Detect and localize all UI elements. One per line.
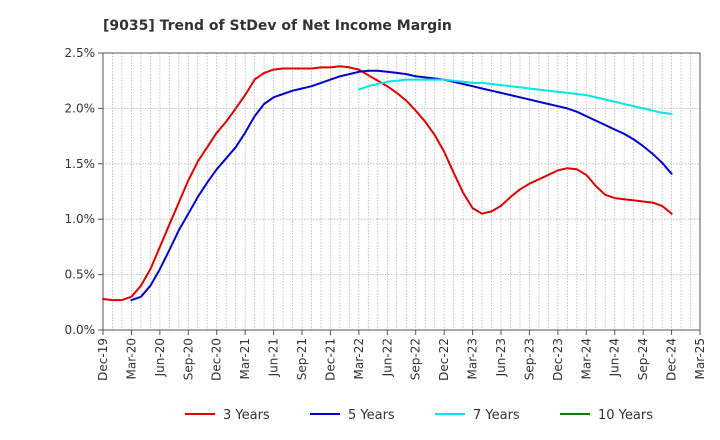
- plot-border: [102, 52, 701, 331]
- grid-layer: [103, 53, 700, 330]
- x-tick-label: Dec-20: [210, 338, 224, 381]
- y-tick-label: 0.0%: [65, 323, 96, 337]
- x-tick-label: Dec-19: [96, 338, 110, 381]
- x-tick-label: Jun-23: [494, 338, 508, 377]
- x-tick-label: Sep-22: [409, 338, 423, 380]
- legend-label-5-years: 5 Years: [348, 408, 395, 423]
- x-tick-label: Mar-23: [466, 338, 480, 379]
- x-tick-label: Dec-24: [665, 338, 679, 381]
- legend-label-3-years: 3 Years: [223, 408, 270, 423]
- x-tick-label: Jun-24: [608, 338, 622, 377]
- legend-label-10-years: 10 Years: [598, 408, 653, 423]
- x-tick-label: Dec-23: [551, 338, 565, 381]
- x-tick-label: Mar-20: [124, 338, 138, 379]
- y-tick-label: 2.5%: [65, 46, 96, 60]
- y-tick-label: 1.5%: [65, 157, 96, 171]
- x-tick-label: Jun-20: [153, 338, 167, 377]
- series-layer: [102, 65, 673, 302]
- y-tick-label: 1.0%: [65, 212, 96, 226]
- series-line-7-years: [357, 78, 673, 115]
- x-tick-label: Sep-20: [181, 338, 195, 380]
- x-tick-label: Dec-21: [323, 338, 337, 381]
- x-tick-label: Sep-23: [522, 338, 536, 380]
- x-tick-label: Mar-25: [693, 338, 707, 379]
- series-line-5-years: [130, 69, 673, 302]
- chart-title: [9035] Trend of StDev of Net Income Marg…: [103, 18, 452, 34]
- y-tick-label: 0.5%: [65, 268, 96, 282]
- x-tick-label: Mar-22: [352, 338, 366, 379]
- x-tick-label: Jun-21: [267, 338, 281, 377]
- x-tick-label: Mar-24: [579, 338, 593, 379]
- legend-label-7-years: 7 Years: [473, 408, 520, 423]
- y-tick-label: 2.0%: [65, 101, 96, 115]
- x-tick-label: Jun-22: [380, 338, 394, 377]
- x-tick-label: Mar-21: [238, 338, 252, 379]
- x-tick-label: Dec-22: [437, 338, 451, 381]
- axis-layer: 0.0% 0.5% 1.0% 1.5% 2.0% 2.5% Dec-19 Mar-20 Jun-…: [65, 46, 708, 381]
- series-line-3-years: [102, 65, 673, 302]
- plot-area: [103, 53, 700, 330]
- legend: 3 Years 5 Years 7 Years 10 Years: [185, 408, 653, 423]
- x-tick-label: Sep-24: [636, 338, 650, 380]
- x-tick-label: Sep-21: [295, 338, 309, 380]
